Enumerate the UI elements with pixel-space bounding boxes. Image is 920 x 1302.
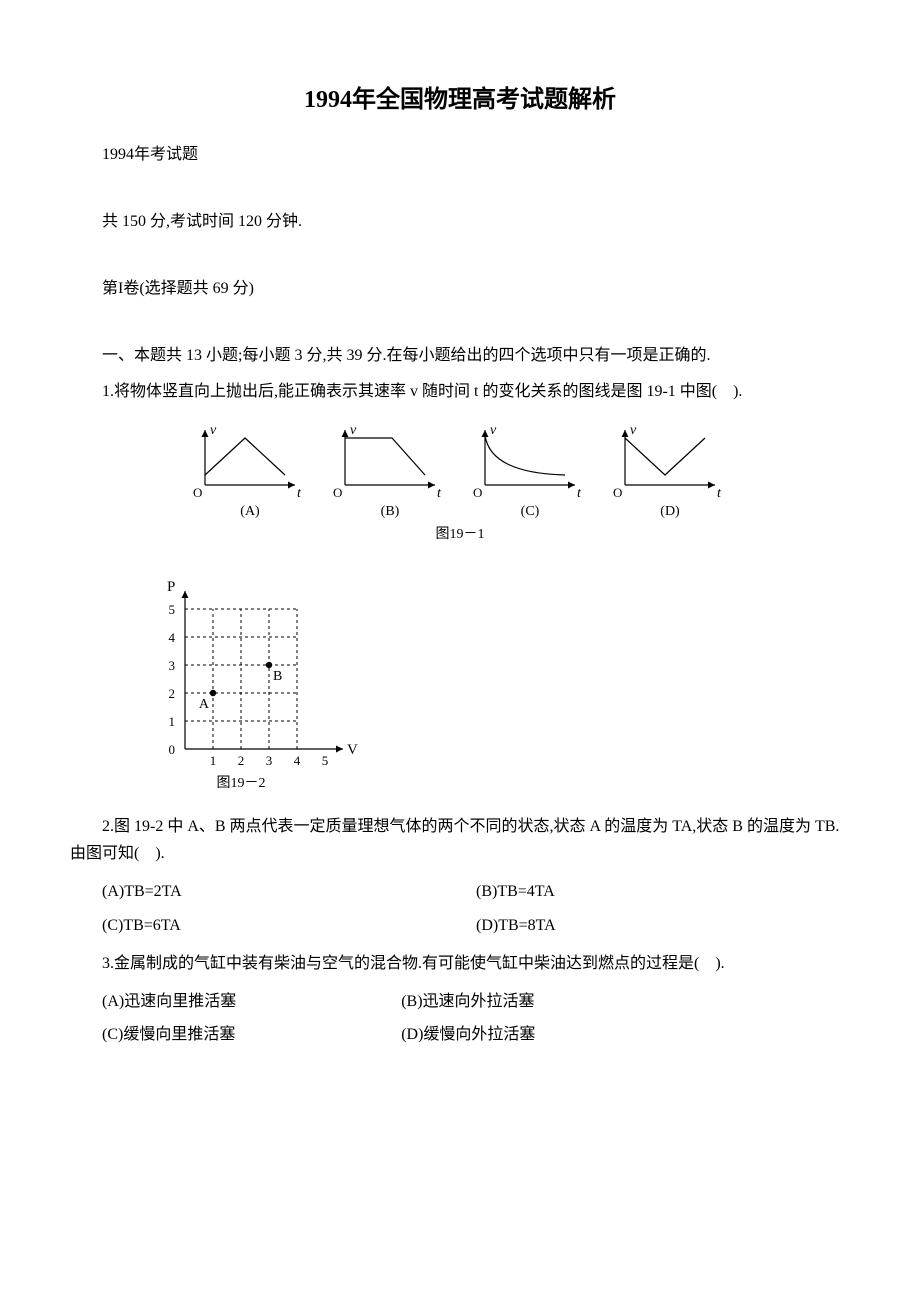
q3-option-c: (C)缓慢向里推活塞 — [102, 1018, 401, 1051]
figure-19-1: v t O (A) v t O (B) v t O (C) v t O (D) 图19－1 — [70, 420, 850, 559]
exam-info: 共 150 分,考试时间 120 分钟. — [70, 208, 850, 235]
instructions: 一、本题共 13 小题;每小题 3 分,共 39 分.在每小题给出的四个选项中只… — [70, 342, 850, 369]
svg-text:P: P — [167, 579, 175, 595]
svg-text:O: O — [473, 485, 482, 500]
svg-text:O: O — [193, 485, 202, 500]
svg-text:5: 5 — [322, 753, 329, 768]
svg-text:2: 2 — [238, 753, 245, 768]
svg-text:图19－2: 图19－2 — [217, 776, 266, 791]
q3-options: (A)迅速向里推活塞 (B)迅速向外拉活塞 (C)缓慢向里推活塞 (D)缓慢向外… — [70, 985, 850, 1051]
svg-text:O: O — [333, 485, 342, 500]
q3-option-b: (B)迅速向外拉活塞 — [401, 985, 700, 1018]
q3-text: 3.金属制成的气缸中装有柴油与空气的混合物.有可能使气缸中柴油达到燃点的过程是(… — [70, 950, 850, 977]
svg-text:V: V — [347, 742, 358, 758]
figure-19-2: P V 1 2 3 4 5 0 1 2 3 4 5 A B 图19－2 — [140, 574, 850, 803]
svg-text:4: 4 — [169, 630, 176, 645]
svg-text:(B): (B) — [381, 504, 400, 519]
exam-year-header: 1994年考试题 — [70, 141, 850, 168]
svg-text:v: v — [490, 423, 497, 438]
svg-text:3: 3 — [169, 658, 176, 673]
q2-option-a: (A)TB=2TA — [102, 875, 476, 908]
page-title: 1994年全国物理高考试题解析 — [70, 80, 850, 121]
svg-text:0: 0 — [169, 742, 176, 757]
svg-text:v: v — [630, 423, 637, 438]
svg-text:图19－1: 图19－1 — [436, 527, 485, 542]
q1-text: 1.将物体竖直向上抛出后,能正确表示其速率 v 随时间 t 的变化关系的图线是图… — [70, 378, 850, 405]
svg-text:5: 5 — [169, 602, 176, 617]
svg-text:A: A — [199, 697, 210, 712]
q3-option-d: (D)缓慢向外拉活塞 — [401, 1018, 700, 1051]
q2-option-c: (C)TB=6TA — [102, 909, 476, 942]
svg-text:O: O — [613, 485, 622, 500]
svg-text:1: 1 — [169, 714, 176, 729]
svg-text:v: v — [350, 423, 357, 438]
svg-text:(A): (A) — [240, 504, 260, 519]
svg-text:1: 1 — [210, 753, 217, 768]
svg-text:t: t — [577, 486, 582, 501]
svg-text:t: t — [297, 486, 302, 501]
q3-option-a: (A)迅速向里推活塞 — [102, 985, 401, 1018]
svg-text:(D): (D) — [660, 504, 680, 519]
q2-option-b: (B)TB=4TA — [476, 875, 850, 908]
svg-text:v: v — [210, 423, 217, 438]
svg-text:2: 2 — [169, 686, 176, 701]
svg-text:t: t — [717, 486, 722, 501]
svg-text:4: 4 — [294, 753, 301, 768]
section-1-heading: 第I卷(选择题共 69 分) — [70, 275, 850, 302]
q2-option-d: (D)TB=8TA — [476, 909, 850, 942]
svg-text:(C): (C) — [521, 504, 540, 519]
svg-text:t: t — [437, 486, 442, 501]
q2-options: (A)TB=2TA (B)TB=4TA (C)TB=6TA (D)TB=8TA — [70, 875, 850, 941]
q2-text: 2.图 19-2 中 A、B 两点代表一定质量理想气体的两个不同的状态,状态 A… — [70, 813, 850, 867]
svg-text:B: B — [273, 669, 282, 684]
svg-text:3: 3 — [266, 753, 273, 768]
